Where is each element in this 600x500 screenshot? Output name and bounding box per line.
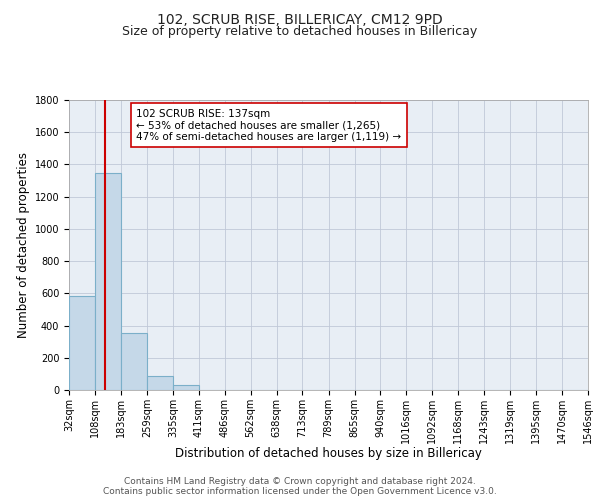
Bar (173, 385, 199, 390)
Bar (69, 296, 95, 390)
Text: 102 SCRUB RISE: 137sqm
← 53% of detached houses are smaller (1,265)
47% of semi-: 102 SCRUB RISE: 137sqm ← 53% of detached… (136, 108, 401, 142)
Y-axis label: Number of detached properties: Number of detached properties (17, 152, 31, 338)
X-axis label: Distribution of detached houses by size in Billericay: Distribution of detached houses by size … (175, 447, 482, 460)
Text: Size of property relative to detached houses in Billericay: Size of property relative to detached ho… (122, 25, 478, 38)
Text: 102, SCRUB RISE, BILLERICAY, CM12 9PD: 102, SCRUB RISE, BILLERICAY, CM12 9PD (157, 12, 443, 26)
Bar (147, 376, 173, 390)
Bar (95, 172, 121, 390)
Text: Contains HM Land Registry data © Crown copyright and database right 2024.: Contains HM Land Registry data © Crown c… (124, 477, 476, 486)
Text: Contains public sector information licensed under the Open Government Licence v3: Contains public sector information licen… (103, 487, 497, 496)
Bar (121, 333, 147, 390)
